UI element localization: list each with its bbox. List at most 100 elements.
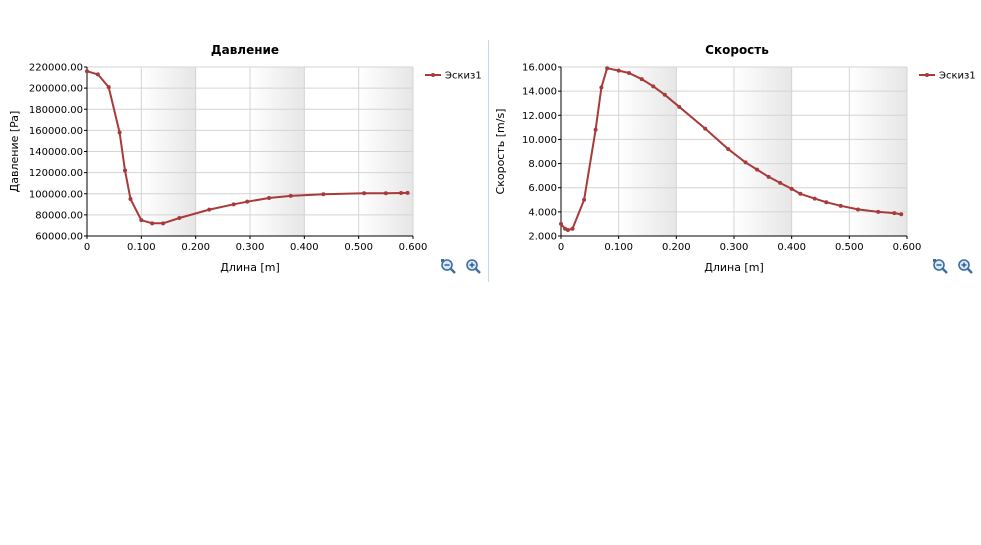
data-point — [876, 209, 881, 214]
data-point — [605, 66, 610, 71]
data-point — [582, 197, 587, 202]
data-point — [267, 195, 272, 200]
y-tick-label: 140000.00 — [29, 147, 83, 158]
data-point — [824, 200, 829, 205]
y-tick-label: 8.000 — [528, 159, 557, 170]
data-point — [399, 191, 404, 196]
data-point — [677, 104, 682, 109]
legend-marker — [925, 73, 929, 77]
zoom-out-icon[interactable] — [440, 258, 458, 276]
x-tick-label: 0.100 — [604, 242, 633, 253]
pressure-chart-panel: 60000.00 80000.00 100000.00 120000.00 140000… — [0, 0, 490, 290]
y-tick-label: 180000.00 — [29, 105, 83, 116]
data-point — [362, 191, 367, 196]
y-tick-label: 12.000 — [522, 111, 557, 122]
velocity-chart-panel: 2.000 4.000 6.000 8.000 10.000 12.000 14.000 16… — [491, 0, 981, 290]
data-point — [95, 72, 100, 77]
x-tick-label: 0.600 — [399, 242, 428, 253]
data-point — [565, 227, 570, 232]
x-tick-label: 0 — [84, 242, 90, 253]
y-tick-label: 10.000 — [522, 135, 557, 146]
y-tick-label: 14.000 — [522, 87, 557, 98]
y-tick-label: 160000.00 — [29, 126, 83, 137]
data-point — [798, 191, 803, 196]
data-point — [616, 68, 621, 73]
zoom-out-icon[interactable] — [932, 258, 950, 276]
x-tick-label: 0.400 — [777, 242, 806, 253]
data-point — [405, 190, 410, 195]
data-point — [383, 191, 388, 196]
y-tick-label: 60000.00 — [35, 232, 83, 243]
pressure-chart: 60000.00 80000.00 100000.00 120000.00 140000… — [8, 43, 482, 274]
data-point — [161, 221, 166, 226]
y-tick-label: 100000.00 — [29, 189, 83, 200]
data-point — [766, 174, 771, 179]
panel-divider — [488, 40, 489, 282]
y-tick-label: 220000.00 — [29, 63, 83, 74]
x-tick-label: 0.300 — [720, 242, 749, 253]
y-tick-label: 16.000 — [522, 63, 557, 74]
data-point — [106, 85, 111, 90]
zoom-in-icon[interactable] — [957, 258, 975, 276]
data-point — [570, 226, 575, 231]
x-tick-label: 0.300 — [236, 242, 265, 253]
grid-band — [734, 67, 792, 236]
chart-title: Скорость — [705, 43, 769, 57]
data-point — [321, 192, 326, 197]
y-axis-label: Скорость [m/s] — [494, 109, 507, 195]
velocity-chart: 2.000 4.000 6.000 8.000 10.000 12.000 14.000 16… — [494, 43, 976, 274]
data-point — [139, 218, 144, 223]
zoom-in-icon[interactable] — [465, 258, 483, 276]
data-point — [231, 202, 236, 207]
data-point — [288, 193, 293, 198]
data-point — [599, 85, 604, 90]
data-point — [778, 180, 783, 185]
data-point — [593, 127, 598, 132]
data-point — [207, 207, 212, 212]
y-axis-label: Давление [Pa] — [8, 111, 21, 193]
data-point — [899, 212, 904, 217]
y-tick-label: 200000.00 — [29, 84, 83, 95]
data-point — [743, 160, 748, 165]
data-point — [177, 216, 182, 221]
y-tick-label: 4.000 — [528, 207, 557, 218]
data-point — [726, 147, 731, 152]
y-tick-label: 6.000 — [528, 183, 557, 194]
data-point — [755, 167, 760, 172]
x-tick-label: 0.200 — [181, 242, 210, 253]
legend-marker — [431, 73, 435, 77]
x-tick-label: 0.400 — [290, 242, 319, 253]
legend-label: Эскиз1 — [445, 71, 482, 82]
y-tick-label: 80000.00 — [35, 210, 83, 221]
data-point — [703, 126, 708, 131]
data-point — [123, 168, 128, 173]
x-tick-label: 0 — [558, 242, 564, 253]
y-tick-label: 2.000 — [528, 232, 557, 243]
data-point — [855, 207, 860, 212]
data-point — [651, 84, 656, 89]
legend-label: Эскиз1 — [939, 71, 976, 82]
data-point — [789, 186, 794, 191]
data-point — [245, 199, 250, 204]
x-axis-label: Длина [m] — [220, 261, 280, 274]
x-tick-label: 0.500 — [344, 242, 373, 253]
series-line — [86, 70, 408, 225]
data-point — [892, 211, 897, 216]
data-point — [117, 130, 122, 135]
chart-title: Давление — [211, 43, 279, 57]
data-point — [128, 197, 133, 202]
data-point — [559, 221, 563, 226]
x-axis-label: Длина [m] — [704, 261, 764, 274]
data-point — [838, 203, 843, 208]
data-point — [627, 71, 632, 76]
data-point — [85, 69, 89, 74]
data-point — [812, 196, 817, 201]
x-tick-label: 0.200 — [662, 242, 691, 253]
x-tick-label: 0.600 — [893, 242, 922, 253]
data-point — [639, 77, 644, 82]
x-tick-label: 0.500 — [835, 242, 864, 253]
x-tick-label: 0.100 — [127, 242, 156, 253]
y-tick-label: 120000.00 — [29, 168, 83, 179]
grid-band — [618, 67, 677, 236]
data-point — [662, 92, 667, 97]
